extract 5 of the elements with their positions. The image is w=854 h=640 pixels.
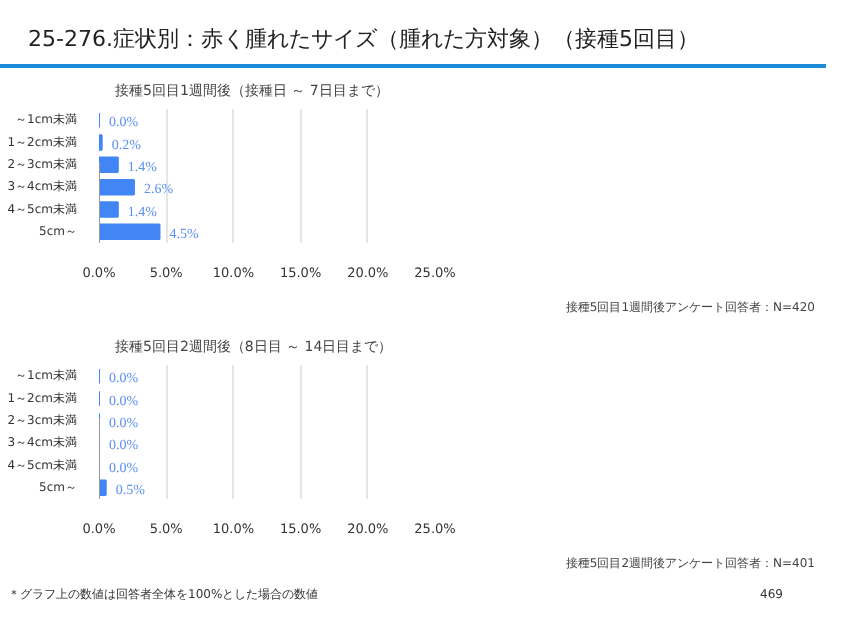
- bar: [99, 223, 161, 241]
- bar: [99, 156, 119, 174]
- bar: [99, 201, 119, 218]
- chart-title: 25-276.症状別：赤く腫れたサイズ（腫れた方対象）（接種5回目）: [0, 0, 826, 68]
- bar: [99, 178, 135, 196]
